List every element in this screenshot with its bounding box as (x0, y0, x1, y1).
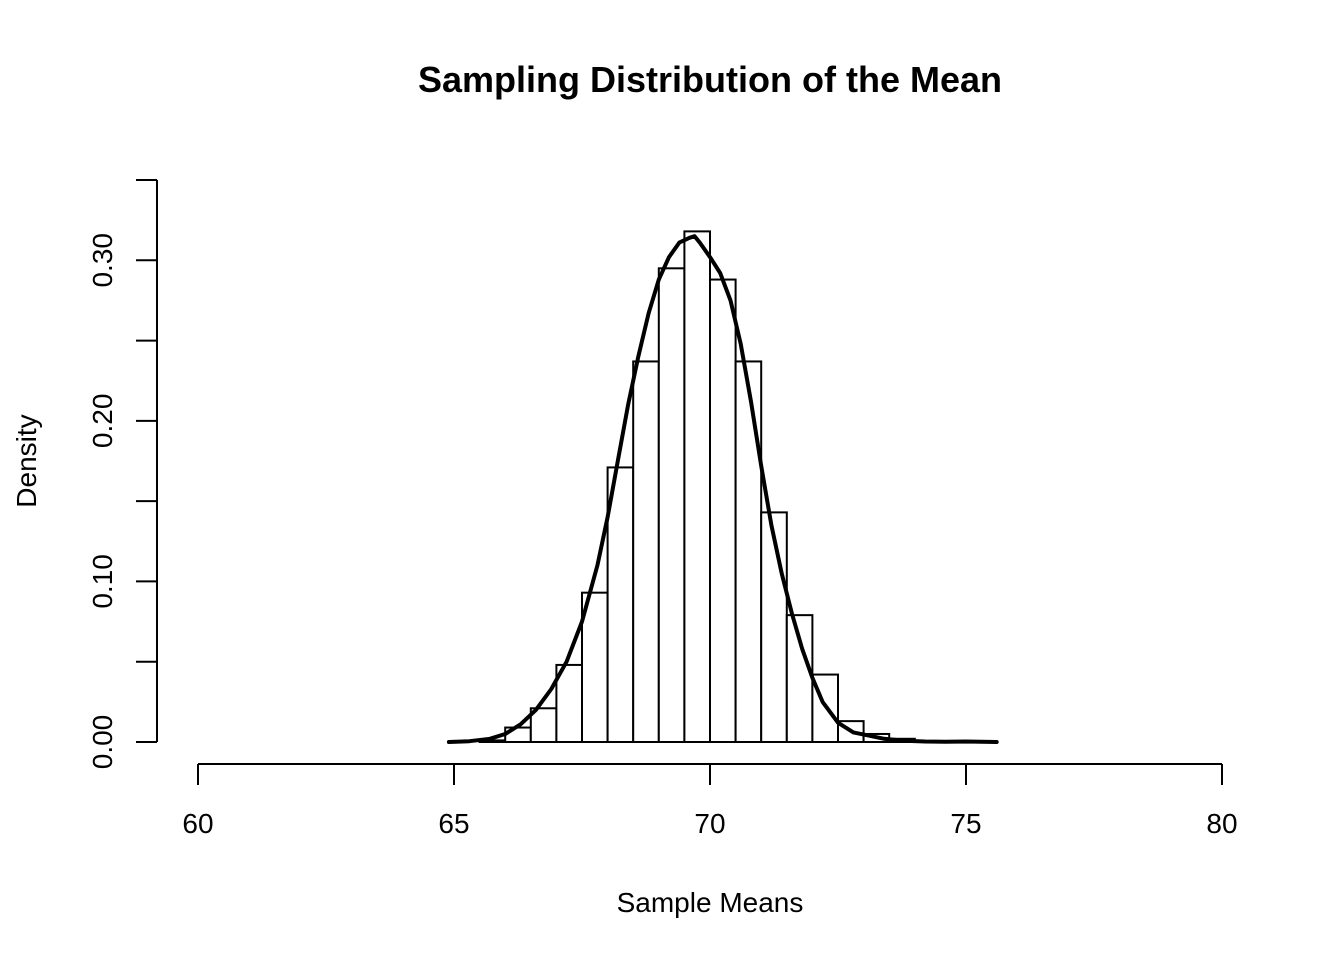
histogram-bars (478, 230, 916, 744)
histogram-bar-6 (632, 360, 660, 743)
histogram-bar-7 (657, 267, 686, 743)
histogram-bar-4 (581, 591, 609, 743)
x-axis-label: Sample Means (617, 887, 804, 918)
y-tick-label-4: 0.20 (87, 394, 118, 449)
density-curve (446, 234, 999, 744)
x-tick-label-3: 75 (950, 808, 981, 839)
histogram-bar-10 (734, 360, 763, 743)
x-tick-label-2: 70 (694, 808, 725, 839)
chart-title: Sampling Distribution of the Mean (418, 59, 1002, 100)
x-tick-label-4: 80 (1206, 808, 1237, 839)
y-tick-label-6: 0.30 (87, 233, 118, 288)
x-axis: 60 65 70 75 80 (182, 763, 1238, 839)
x-tick-label-1: 65 (438, 808, 469, 839)
y-tick-label-0: 0.00 (87, 715, 118, 770)
histogram-bar-5 (606, 466, 635, 743)
x-tick-label-0: 60 (182, 808, 213, 839)
histogram-bar-9 (709, 278, 737, 743)
y-axis: 0.00 0.10 0.20 0.30 (87, 179, 158, 770)
y-axis-label: Density (11, 414, 42, 507)
histogram-bar-2 (529, 707, 558, 744)
y-tick-label-2: 0.10 (87, 554, 118, 609)
histogram-bar-8 (683, 230, 712, 744)
histogram-bar-11 (760, 511, 788, 744)
